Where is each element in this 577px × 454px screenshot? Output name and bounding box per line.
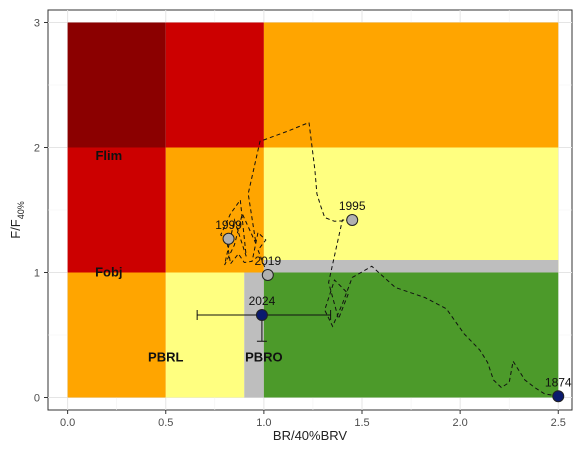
zone-orange (263, 22, 559, 148)
zone-labels: Flim Fobj PBRL PBRO (95, 148, 283, 364)
x-tick-label: 1.0 (256, 417, 271, 429)
zone-label-flim: Flim (95, 148, 122, 163)
y-tick-label: 2 (34, 143, 40, 155)
y-axis-title: F/F40% (8, 201, 26, 239)
y-tick-label: 1 (34, 268, 40, 280)
x-tick-label: 0.0 (60, 417, 75, 429)
zone-orange (165, 147, 264, 273)
point-label-1874: 1874 (545, 375, 572, 389)
point-label-2024: 2024 (249, 294, 276, 308)
trajectory-layer (220, 121, 559, 397)
point-2024 (255, 309, 268, 321)
point-1999 (222, 232, 235, 245)
x-tick-label: 1.5 (354, 417, 369, 429)
zone-grey (244, 272, 264, 398)
point-label-1995: 1995 (339, 199, 366, 213)
y-tick-label: 0 (34, 393, 40, 405)
y-axis-title-main: F/F (8, 219, 23, 239)
zone-orange (67, 272, 166, 398)
point-2019 (261, 269, 274, 281)
zone-label-pbro: PBRO (245, 349, 283, 364)
y-axis-ticks: 0 1 2 3 (34, 18, 48, 405)
trajectory-line (220, 121, 559, 397)
zone-dark_red (67, 22, 166, 148)
zone-yellow (263, 147, 559, 273)
point-1995 (346, 214, 359, 226)
x-tick-label: 2.0 (452, 417, 467, 429)
zone-red (67, 147, 166, 273)
zone-grey (263, 260, 559, 273)
zone-label-fobj: Fobj (95, 264, 122, 279)
y-axis-title-subscript: 40% (16, 201, 26, 219)
x-axis-ticks: 0.0 0.5 1.0 1.5 2.0 2.5 (60, 410, 566, 429)
x-tick-label: 2.5 (551, 417, 566, 429)
zone-label-pbrl: PBRL (148, 349, 183, 364)
year-points: 1995 1999 2019 2024 1874 (215, 199, 572, 403)
point-label-2019: 2019 (254, 254, 281, 268)
point-1874 (552, 390, 565, 403)
x-axis-title: BR/40%BRV (273, 428, 348, 443)
zone-yellow (165, 272, 245, 398)
x-tick-label: 0.5 (158, 417, 173, 429)
point-label-1999: 1999 (215, 218, 242, 232)
zone-red (165, 22, 264, 148)
y-tick-label: 3 (34, 18, 40, 30)
status-zones (67, 22, 559, 398)
zone-green (263, 272, 559, 398)
